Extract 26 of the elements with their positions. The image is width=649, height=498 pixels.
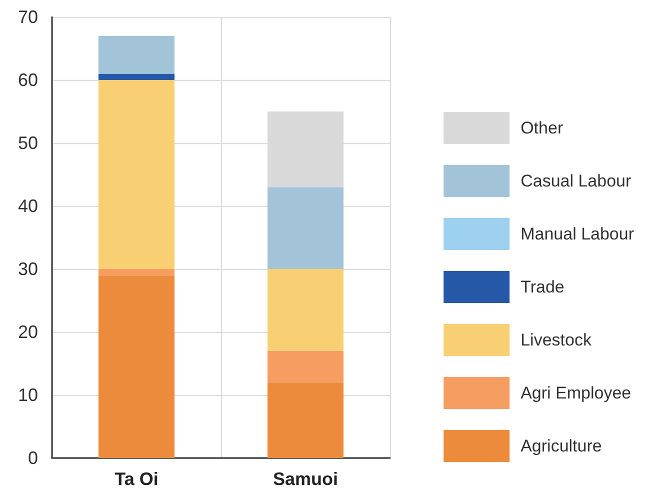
y-tick-label: 30 <box>18 259 38 279</box>
bar <box>98 80 175 269</box>
legend-label: Agri Employee <box>520 384 632 402</box>
legend-label: Livestock <box>520 330 592 350</box>
legend-label: Trade <box>520 278 564 296</box>
bar <box>267 187 344 269</box>
bar <box>267 382 344 458</box>
legend-label: Other <box>520 118 564 138</box>
legend-label: Agriculture <box>520 436 602 456</box>
bar <box>267 269 344 351</box>
y-tick-label: 10 <box>18 385 38 405</box>
x-tick-label: Samuoi <box>272 469 338 489</box>
y-tick-label: 20 <box>18 322 38 342</box>
bar <box>98 275 175 458</box>
y-tick-label: 0 <box>28 448 38 468</box>
legend-label: Casual Labour <box>520 172 632 190</box>
y-tick-label: 50 <box>18 133 38 153</box>
legend-label: Manual Labour <box>520 224 634 244</box>
bar <box>267 350 344 382</box>
x-tick-label: Ta Oi <box>114 469 158 489</box>
bar <box>98 74 175 80</box>
bar <box>98 269 175 276</box>
y-tick-label: 60 <box>18 70 38 90</box>
bar <box>98 36 175 74</box>
y-tick-label: 70 <box>18 7 38 27</box>
y-tick-label: 40 <box>18 196 38 216</box>
